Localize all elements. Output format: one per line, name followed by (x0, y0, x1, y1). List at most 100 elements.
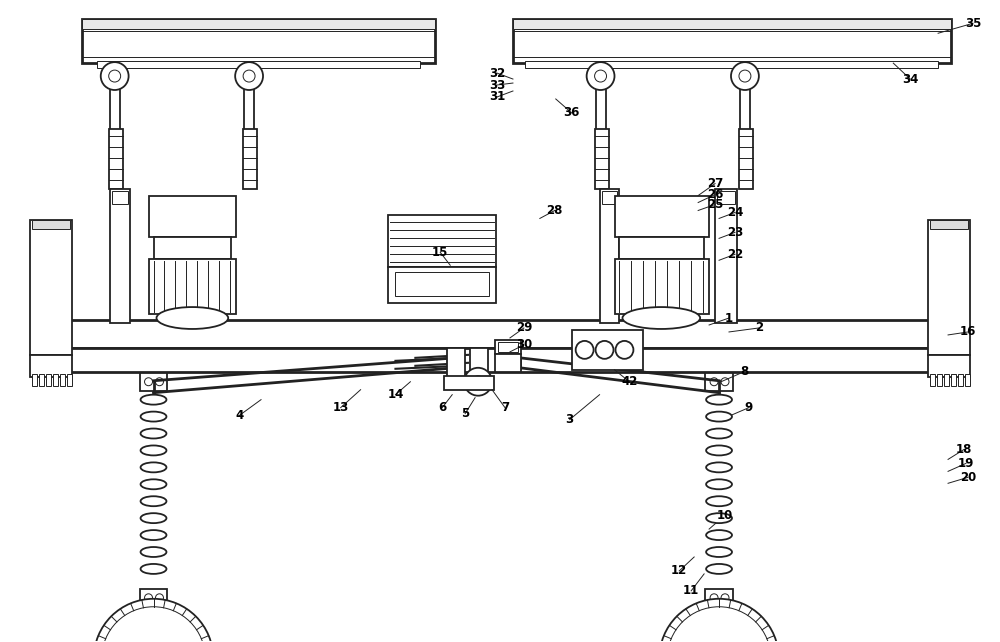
Bar (965, 374, 970, 386)
Ellipse shape (622, 307, 700, 329)
Bar (39, 374, 44, 386)
Text: 10: 10 (717, 508, 733, 522)
Text: 24: 24 (727, 206, 743, 219)
Bar (30, 220, 72, 355)
Bar (705, 589, 733, 607)
Ellipse shape (706, 462, 732, 473)
Bar (595, 129, 609, 189)
Circle shape (155, 377, 163, 386)
Bar (60, 320, 941, 348)
Circle shape (710, 594, 718, 602)
Circle shape (731, 62, 759, 90)
Polygon shape (415, 355, 468, 366)
Text: 4: 4 (235, 409, 243, 422)
Circle shape (587, 62, 615, 90)
Bar (525, 61, 938, 68)
Ellipse shape (141, 530, 166, 540)
Bar (739, 129, 753, 189)
Bar (112, 191, 128, 204)
Text: 35: 35 (965, 17, 981, 30)
Circle shape (595, 70, 607, 82)
Polygon shape (395, 358, 460, 369)
Bar (67, 374, 72, 386)
Text: 26: 26 (707, 188, 723, 201)
Ellipse shape (141, 513, 166, 523)
Circle shape (155, 594, 163, 602)
Bar (619, 238, 704, 259)
Ellipse shape (706, 496, 732, 506)
Bar (958, 374, 963, 386)
Ellipse shape (141, 462, 166, 473)
Bar (513, 19, 951, 30)
Circle shape (145, 594, 153, 602)
Text: 1: 1 (725, 311, 733, 324)
Circle shape (576, 341, 594, 359)
Text: 8: 8 (740, 365, 748, 378)
Circle shape (472, 376, 484, 388)
Text: 13: 13 (333, 401, 349, 414)
Bar (711, 607, 726, 642)
Bar (60, 374, 65, 386)
Bar (110, 189, 130, 323)
Text: 16: 16 (960, 325, 976, 338)
Text: 25: 25 (707, 198, 723, 211)
Bar (82, 19, 435, 30)
Ellipse shape (706, 547, 732, 557)
Ellipse shape (706, 480, 732, 489)
Bar (495, 354, 521, 372)
Ellipse shape (156, 307, 228, 329)
Circle shape (145, 377, 153, 386)
Text: 2: 2 (755, 322, 763, 334)
Bar (470, 348, 488, 380)
Bar (717, 191, 735, 204)
Bar (513, 19, 951, 63)
Bar (572, 330, 643, 370)
Bar (140, 373, 167, 391)
Bar (715, 189, 737, 323)
Bar (243, 129, 257, 189)
Ellipse shape (706, 530, 732, 540)
Circle shape (710, 377, 718, 386)
Bar (149, 196, 236, 238)
Circle shape (721, 594, 729, 602)
Ellipse shape (141, 547, 166, 557)
Text: 19: 19 (958, 457, 974, 470)
Bar (600, 189, 619, 323)
Text: 7: 7 (501, 401, 509, 414)
Bar (147, 607, 161, 642)
Text: 12: 12 (671, 564, 687, 577)
Bar (447, 348, 465, 380)
Circle shape (464, 368, 492, 395)
Circle shape (596, 341, 614, 359)
Polygon shape (154, 358, 455, 393)
Bar (60, 348, 941, 372)
Ellipse shape (706, 446, 732, 455)
Bar (149, 259, 236, 314)
Ellipse shape (141, 446, 166, 455)
Bar (930, 220, 968, 229)
Bar (82, 19, 435, 63)
Polygon shape (520, 358, 719, 393)
Bar (444, 376, 494, 390)
Bar (46, 374, 51, 386)
Text: 30: 30 (516, 338, 532, 351)
Text: 23: 23 (727, 226, 743, 239)
Bar (705, 373, 733, 391)
Text: 32: 32 (489, 67, 505, 80)
Bar (32, 220, 70, 229)
Text: 5: 5 (461, 407, 469, 420)
Bar (928, 220, 970, 355)
Text: 33: 33 (489, 78, 505, 92)
Circle shape (721, 377, 729, 386)
Ellipse shape (141, 428, 166, 438)
Text: 42: 42 (621, 375, 638, 388)
Circle shape (667, 607, 771, 642)
Bar (32, 374, 37, 386)
Circle shape (109, 70, 121, 82)
Text: 6: 6 (438, 401, 446, 414)
Ellipse shape (141, 395, 166, 404)
Text: 18: 18 (956, 443, 972, 456)
Text: 27: 27 (707, 177, 723, 190)
Bar (495, 340, 521, 354)
Text: 15: 15 (432, 246, 448, 259)
